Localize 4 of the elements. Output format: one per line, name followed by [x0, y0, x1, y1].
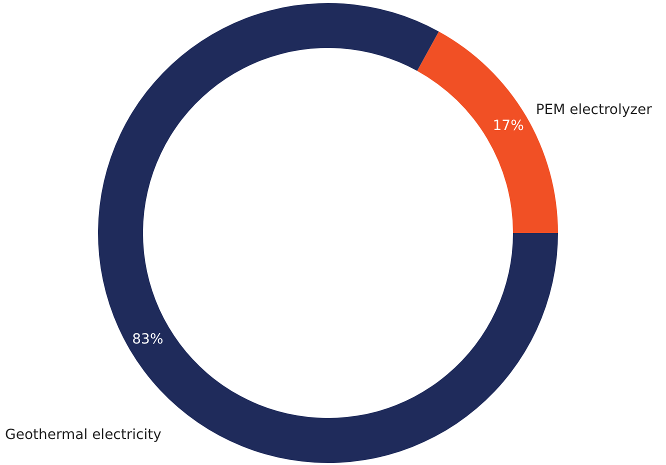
data-label: 83%: [132, 331, 164, 348]
slice-label: Geothermal electricity: [5, 427, 162, 444]
data-label: 17%: [492, 118, 524, 134]
slice-label: PEM electrolyzer: [536, 102, 652, 118]
